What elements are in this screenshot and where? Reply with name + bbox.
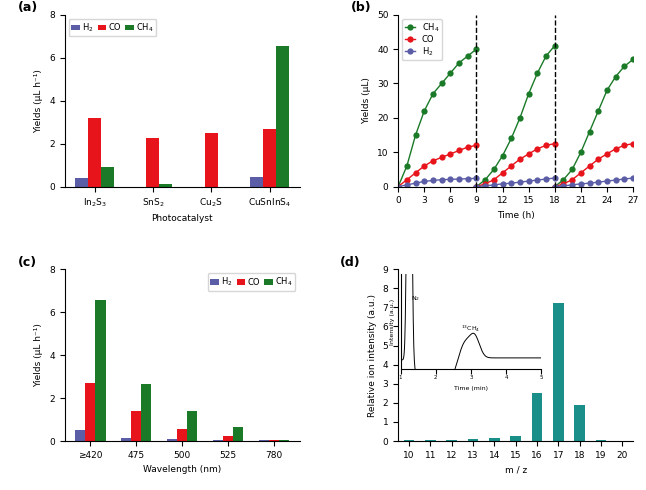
Bar xyxy=(279,440,289,441)
H$_2$ xyxy=(446,176,454,182)
CO xyxy=(429,158,437,164)
CO xyxy=(394,184,402,190)
Bar xyxy=(213,440,223,441)
Bar xyxy=(596,440,607,441)
Text: (c): (c) xyxy=(17,256,37,269)
Bar xyxy=(160,184,172,187)
H$_2$ xyxy=(412,180,419,186)
Bar xyxy=(187,411,197,441)
CH$_4$ xyxy=(412,132,419,138)
X-axis label: Photocatalyst: Photocatalyst xyxy=(151,214,213,223)
Bar xyxy=(96,300,105,441)
CH$_4$ xyxy=(394,184,402,190)
CH$_4$ xyxy=(438,80,446,86)
X-axis label: m / z: m / z xyxy=(505,466,526,474)
Bar xyxy=(76,178,88,187)
Bar xyxy=(574,405,585,441)
CO xyxy=(438,154,446,160)
Bar xyxy=(233,427,243,441)
Bar xyxy=(404,440,414,441)
CH$_4$ xyxy=(473,46,481,52)
Text: (d): (d) xyxy=(339,256,360,269)
Bar xyxy=(468,439,478,441)
H$_2$ xyxy=(429,177,437,183)
CH$_4$ xyxy=(455,60,463,66)
CO xyxy=(412,170,419,176)
Line: H$_2$: H$_2$ xyxy=(395,175,479,190)
Text: (b): (b) xyxy=(351,1,372,14)
Line: CO: CO xyxy=(395,142,479,190)
H$_2$ xyxy=(438,177,446,183)
CO xyxy=(421,163,428,169)
CH$_4$ xyxy=(429,91,437,97)
H$_2$ xyxy=(473,175,481,181)
Bar xyxy=(532,393,543,441)
CO xyxy=(403,177,411,183)
Bar xyxy=(101,167,114,187)
Bar xyxy=(76,430,85,441)
Text: (a): (a) xyxy=(17,1,38,14)
Bar xyxy=(85,383,96,441)
CH$_4$ xyxy=(464,53,472,59)
Bar xyxy=(258,440,269,441)
Legend: CH$_4$, CO, H$_2$: CH$_4$, CO, H$_2$ xyxy=(402,19,442,60)
CO xyxy=(455,147,463,153)
CH$_4$ xyxy=(421,108,428,114)
H$_2$ xyxy=(464,176,472,182)
Legend: H$_2$, CO, CH$_4$: H$_2$, CO, CH$_4$ xyxy=(208,273,295,291)
Y-axis label: Relative ion intensity (a.u.): Relative ion intensity (a.u.) xyxy=(368,294,377,416)
Bar xyxy=(177,429,187,441)
X-axis label: Wavelength (nm): Wavelength (nm) xyxy=(143,466,221,474)
Bar xyxy=(167,439,177,441)
Bar xyxy=(553,303,564,441)
Bar xyxy=(121,439,131,441)
Y-axis label: Yields (μL h⁻¹): Yields (μL h⁻¹) xyxy=(35,323,43,387)
CH$_4$ xyxy=(446,70,454,76)
Bar xyxy=(223,436,233,441)
Bar xyxy=(269,440,279,441)
X-axis label: Time (h): Time (h) xyxy=(497,211,534,220)
Bar xyxy=(141,384,151,441)
Bar xyxy=(205,133,218,187)
H$_2$ xyxy=(421,178,428,184)
Bar xyxy=(263,128,276,187)
CO xyxy=(473,143,481,148)
Bar xyxy=(250,177,263,187)
Legend: H$_2$, CO, CH$_4$: H$_2$, CO, CH$_4$ xyxy=(68,19,156,36)
Bar xyxy=(147,138,160,187)
Y-axis label: Yields (μL): Yields (μL) xyxy=(362,77,371,124)
Y-axis label: Yields (μL h⁻¹): Yields (μL h⁻¹) xyxy=(35,69,43,133)
Bar xyxy=(446,440,457,441)
Line: CH$_4$: CH$_4$ xyxy=(395,46,479,190)
CO xyxy=(446,151,454,157)
Bar xyxy=(131,411,141,441)
Bar xyxy=(276,46,289,187)
H$_2$ xyxy=(403,182,411,188)
H$_2$ xyxy=(455,176,463,182)
CO xyxy=(464,144,472,150)
H$_2$ xyxy=(394,184,402,190)
CH$_4$ xyxy=(403,163,411,169)
Bar xyxy=(510,436,521,441)
Bar xyxy=(88,118,101,187)
Bar xyxy=(489,438,499,441)
